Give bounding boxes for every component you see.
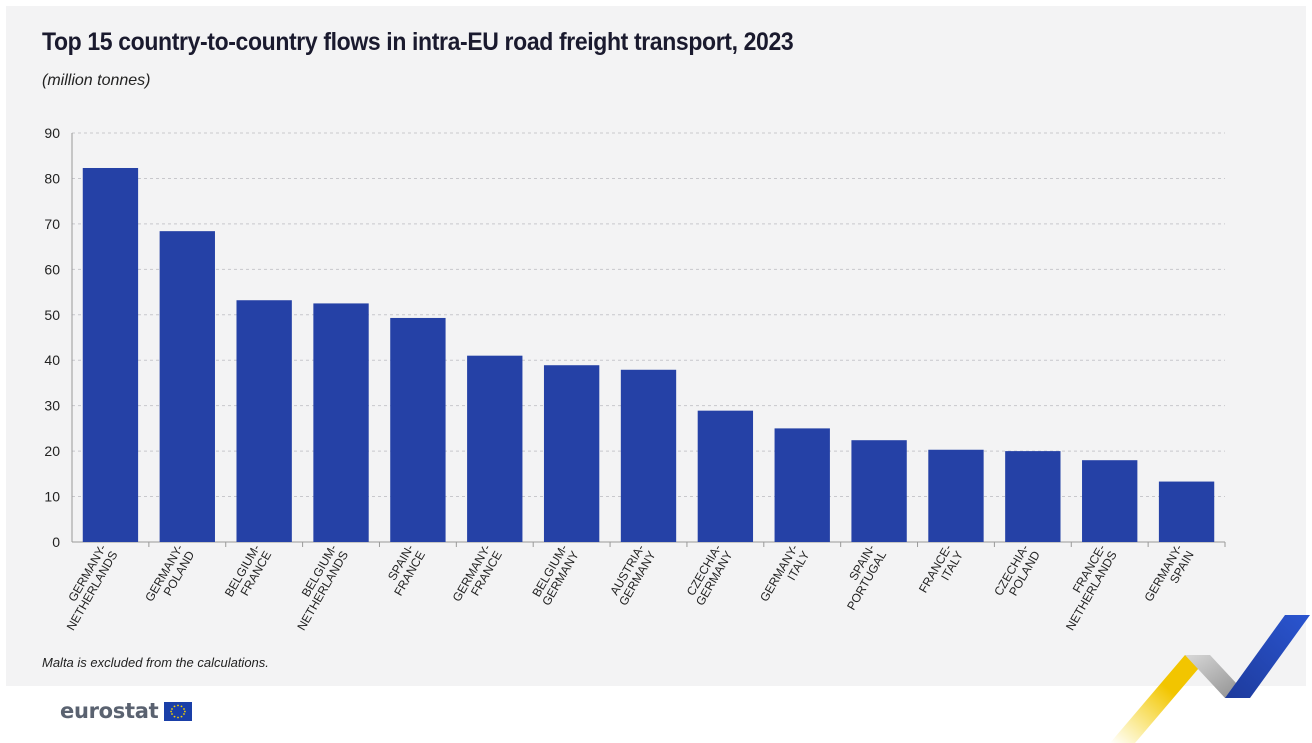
chart-panel — [6, 6, 1306, 686]
eurostat-logo: eurostat — [60, 698, 193, 724]
bar — [928, 449, 984, 542]
bar — [697, 410, 754, 542]
x-tick-label: GERMANY-POLAND — [142, 542, 197, 611]
bar — [236, 300, 292, 542]
y-tick-label: 10 — [44, 489, 60, 505]
x-tick-label: GERMANY-NETHERLANDS — [52, 542, 120, 633]
bar — [390, 317, 446, 542]
x-tick-label: AUSTRIA-GERMANY — [605, 542, 659, 608]
x-tick-label: GERMANY-FRANCE — [450, 542, 505, 611]
eu-flag-icon — [164, 701, 193, 721]
y-tick-label: 90 — [44, 125, 60, 141]
x-tick-label: SPAIN-FRANCE — [380, 542, 428, 598]
x-tick-label: CZECHIA-POLAND — [991, 542, 1043, 605]
bar — [1082, 460, 1138, 542]
bar — [82, 167, 139, 542]
bar — [159, 231, 215, 542]
x-tick-label: BELGIUM-NETHERLANDS — [283, 542, 351, 633]
y-tick-label: 40 — [44, 352, 60, 368]
logo-text: eurostat — [60, 699, 159, 723]
footnote: Malta is excluded from the calculations. — [42, 655, 269, 670]
x-tick-label: SPAIN-PORTUGAL — [833, 542, 889, 613]
bar — [620, 369, 677, 542]
y-tick-label: 80 — [44, 170, 60, 186]
y-tick-label: 60 — [44, 261, 60, 277]
y-tick-label: 20 — [44, 443, 60, 459]
x-tick-label: BELGIUM-GERMANY — [528, 542, 582, 608]
corner-decoration — [1110, 615, 1310, 743]
x-tick-label: BELGIUM-FRANCE — [222, 542, 274, 606]
x-tick-label: FRANCE-ITALY — [916, 542, 966, 602]
chart-title: Top 15 country-to-country flows in intra… — [42, 28, 794, 56]
x-tick-label: GERMANY-ITALY — [757, 542, 812, 611]
y-tick-label: 30 — [44, 398, 60, 414]
bar — [851, 440, 907, 542]
x-tick-label: CZECHIA-GERMANY — [682, 542, 736, 608]
y-tick-label: 50 — [44, 307, 60, 323]
bar — [543, 365, 600, 542]
bar — [774, 428, 830, 542]
bar — [1005, 451, 1061, 542]
bar — [467, 355, 523, 542]
bar — [313, 303, 369, 542]
y-tick-label: 70 — [44, 216, 60, 232]
y-tick-label: 0 — [52, 534, 60, 550]
chart-subtitle: (million tonnes) — [42, 72, 151, 89]
bar — [1158, 481, 1215, 542]
